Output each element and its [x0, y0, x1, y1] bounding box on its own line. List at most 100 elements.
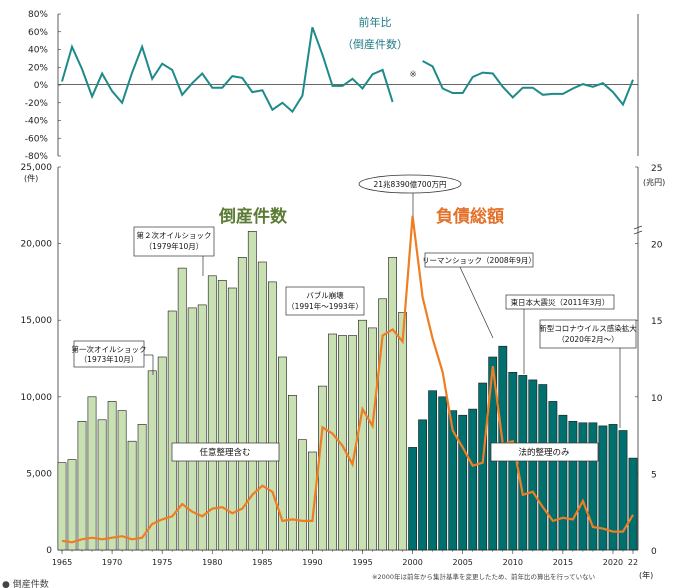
yoy-series-line-1965-1999	[61, 26, 394, 114]
bar-2012	[528, 379, 538, 551]
bar-1973	[137, 424, 147, 551]
line-series-title: 負債総額	[436, 206, 504, 227]
bubble-date: （1991年～1993年）	[287, 301, 363, 311]
peak-callout-label: 21兆8390億700万円	[374, 179, 447, 189]
voluntary-box	[171, 442, 280, 462]
bubble-label: バブル崩壊	[306, 290, 344, 300]
lehman-box	[424, 252, 534, 268]
x-tick-label: 1965	[52, 558, 72, 567]
covid-label: 新型コロナウイルス感染拡大	[539, 323, 637, 333]
bar-2015	[558, 414, 568, 551]
covid-date: （2020年2月～）	[557, 334, 618, 344]
yoy-title: 前年比	[359, 15, 392, 29]
oil-shock-1-box	[73, 340, 145, 368]
bar-1980	[207, 275, 217, 551]
bar-1984	[247, 231, 257, 551]
quake-label: 東日本大震災（2011年3月）	[511, 297, 610, 307]
left-unit-label: (件)	[24, 173, 38, 183]
yoy-subtitle: （倒産件数）	[342, 38, 408, 51]
peak-callout-ellipse	[358, 174, 462, 194]
right-y-tick-label: 25	[651, 164, 662, 174]
bar-1996	[368, 327, 377, 551]
bar-2006	[468, 408, 478, 551]
x-tick-label: 1990	[302, 558, 322, 567]
bar-1971	[117, 410, 127, 551]
left-y-tick-label: 15,000	[21, 316, 53, 326]
yoy-y-tick-label: 40%	[28, 46, 48, 56]
yoy-y-tick-label: -40%	[25, 117, 49, 127]
yoy-y-tick-label: -80%	[25, 152, 49, 162]
yoy-y-tick-label: 0%	[34, 81, 49, 91]
bar-2016	[568, 420, 578, 551]
bar-2002	[428, 390, 437, 551]
oil-shock-2-box	[133, 226, 215, 257]
bar-2017	[578, 422, 588, 551]
right-y-tick-label: 15	[651, 317, 662, 327]
bar-2022	[628, 457, 638, 551]
lehman-label: リーマンショック（2008年9月）	[422, 255, 536, 265]
bar-2013	[538, 384, 548, 551]
x-tick-label: 2000	[402, 558, 422, 567]
yoy-panel: 80% 60% 40% 20% 0% -20% -40% -60% -80% 前年比 （倒産件数…	[25, 10, 639, 162]
bubble-box	[285, 286, 365, 316]
bar-1988	[287, 394, 297, 551]
right-unit-label: (兆円)	[643, 177, 665, 187]
oil-shock-1-date: （1973年10月）	[80, 354, 139, 364]
x-tick-label: 1995	[352, 558, 372, 567]
oil-shock-1-label: 第一次オイルショック	[72, 344, 147, 354]
bar-2004	[448, 410, 458, 551]
bar-1976	[167, 310, 177, 551]
left-y-tick-label: 10,000	[21, 393, 53, 403]
bar-1974	[147, 370, 157, 551]
bar-1972	[127, 440, 137, 551]
lehman-leader	[459, 266, 494, 339]
bar-2019	[598, 425, 608, 551]
x-tick-label: 22	[628, 558, 638, 567]
left-y-tick-label: 5,000	[26, 469, 52, 479]
x-tick-label: 1985	[252, 558, 272, 567]
bar-1983	[237, 257, 247, 551]
bar-1968	[87, 396, 97, 551]
bar-2014	[548, 401, 558, 551]
yoy-y-tick-label: 60%	[28, 28, 48, 38]
bar-1989	[297, 439, 307, 551]
right-y-tick-label: 0	[651, 547, 657, 557]
bar-1975	[157, 356, 167, 551]
footnote: ※2000年は前年から集計基準を変更したため、前年比の算出を行っていない	[372, 572, 595, 581]
legal-box	[490, 442, 599, 462]
axis-break-mark	[633, 225, 643, 235]
left-y-tick-label: 25,000	[21, 163, 53, 173]
x-tick-label: 2005	[453, 558, 473, 567]
bar-1986	[267, 281, 277, 551]
bar-1982	[227, 287, 237, 551]
bar-2021	[618, 430, 628, 551]
yoy-y-tick-label: -60%	[25, 134, 49, 144]
oil-shock-2-date: （1979年10月）	[145, 241, 204, 251]
x-tick-label: 2015	[553, 558, 573, 567]
yoy-y-tick-label: 20%	[28, 63, 48, 73]
yoy-y-tick-label: -20%	[25, 99, 49, 109]
yoy-y-tick-label: 80%	[28, 10, 48, 20]
bar-1970	[107, 401, 117, 551]
bar-2020	[608, 424, 618, 551]
voluntary-label: 任意整理含む	[199, 447, 250, 458]
bar-1981	[217, 280, 227, 551]
right-y-tick-label: 5	[651, 470, 657, 480]
bar-1993	[338, 335, 347, 551]
bar-1990	[307, 451, 317, 551]
bar-1991	[317, 385, 327, 551]
liabilities-series-line	[61, 215, 634, 544]
x-tick-label: 1980	[202, 558, 222, 567]
bar-1998	[388, 257, 397, 551]
bar-2003	[438, 396, 448, 551]
x-unit-label: (年)	[639, 570, 653, 580]
bar-1967	[77, 420, 87, 551]
bar-1977	[177, 267, 187, 551]
left-y-tick-label: 0	[46, 546, 52, 556]
quake-box	[505, 294, 615, 310]
bar-2005	[458, 414, 468, 551]
bar-1985	[257, 261, 267, 551]
bar-1999	[398, 312, 407, 551]
x-tick-label: 1970	[102, 558, 122, 567]
